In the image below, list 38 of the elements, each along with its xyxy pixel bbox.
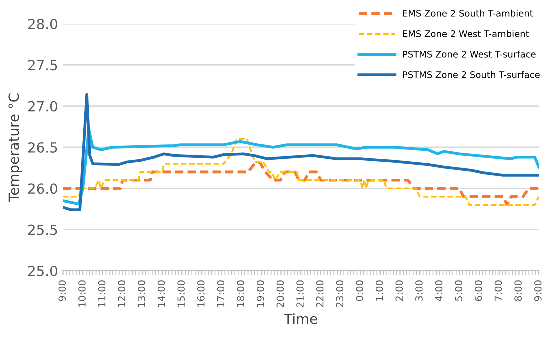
legend-label: PSTMS Zone 2 South T-surface	[403, 71, 540, 78]
x-tick-label: 21:00	[296, 280, 304, 308]
y-tick-label: 27.5	[28, 60, 58, 71]
x-tick-label: 11:00	[98, 280, 106, 307]
x-tick-label: 22:00	[316, 280, 324, 308]
x-axis-title: Time	[284, 314, 318, 324]
x-tick-label: 1:00	[376, 280, 384, 301]
x-tick-label: 17:00	[217, 280, 225, 307]
y-tick-label: 26.0	[28, 184, 58, 194]
x-tick-label: 18:00	[237, 280, 244, 307]
legend-label: PSTMS Zone 2 West T-surface	[403, 50, 536, 58]
y-tick-label: 25.0	[28, 266, 58, 276]
x-tick-label: 19:00	[256, 280, 264, 307]
x-tick-label: 10:00	[78, 280, 86, 307]
x-tick-label: 13:00	[138, 280, 146, 307]
x-tick-label: 20:00	[276, 280, 284, 308]
x-tick-label: 2:00	[396, 280, 404, 302]
x-tick-label: 16:00	[197, 280, 205, 307]
y-tick-label: 27.0	[28, 101, 58, 112]
x-tick-label: 8:00	[514, 280, 522, 302]
legend-label: EMS Zone 2 South T-ambient	[403, 10, 534, 17]
x-tick-label: 7:00	[494, 280, 502, 302]
x-tick-label: 23:00	[336, 280, 344, 308]
x-tick-label: 6:00	[475, 280, 482, 302]
y-axis-title: Temperature °C	[8, 94, 22, 202]
x-tick-label: 12:00	[118, 280, 126, 307]
y-tick-label: 28.0	[28, 18, 58, 30]
x-tick-label: 4:00	[435, 280, 443, 302]
x-tick-label: 0:00	[356, 280, 364, 302]
legend-label: EMS Zone 2 West T-ambient	[403, 30, 530, 38]
x-tick-label: 5:00	[455, 280, 463, 302]
x-tick-label: 3:00	[416, 280, 423, 302]
x-tick-label: 14:00	[158, 280, 166, 307]
x-tick-label: 9:00	[534, 280, 542, 302]
y-tick-label: 26.5	[28, 142, 58, 153]
y-tick-label: 25.5	[28, 224, 58, 236]
x-tick-label: 15:00	[178, 280, 186, 307]
x-tick-label: 9:00	[58, 280, 66, 302]
